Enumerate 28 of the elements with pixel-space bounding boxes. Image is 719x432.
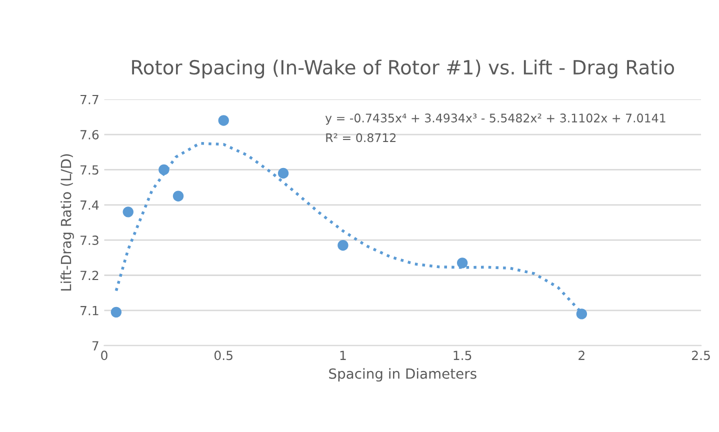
point — [110, 306, 122, 318]
y-tick-label: 7.6 — [80, 130, 99, 140]
point — [576, 308, 588, 320]
x-tick-label: 0 — [101, 350, 108, 360]
point — [338, 240, 348, 251]
point — [278, 168, 289, 179]
y-tick-label: 7.4 — [80, 200, 99, 210]
y-tick-label: 7 — [92, 341, 98, 350]
x-tick-label: 1 — [340, 350, 346, 360]
chart-title: Rotor Spacing (In-Wake of Rotor #1) vs. Lift - Drag Ratio — [132, 60, 674, 78]
y-axis-title: Lift-Drag Ratio (L/D) — [60, 154, 74, 291]
point — [172, 190, 184, 202]
point — [158, 164, 170, 176]
annotation: y = -0.7435x⁴ + 3.4934x³ - 5.5482x² + 3.1102x + 7.0141 — [325, 114, 666, 125]
x-tick-label: 1.5 — [454, 350, 472, 360]
x-tick-label: 2.5 — [692, 350, 710, 360]
annotation: R² = 0.8712 — [326, 133, 396, 142]
y-tick-label: 7.3 — [80, 236, 98, 245]
x-tick-label: 0.5 — [214, 350, 232, 360]
y-tick-label: 7.1 — [80, 306, 98, 316]
x-tick-label: 2 — [578, 350, 584, 360]
point — [456, 258, 468, 268]
point — [218, 115, 229, 126]
point — [122, 206, 134, 218]
x-axis-title: Spacing in Diameters — [329, 368, 476, 382]
y-tick-label: 7.2 — [80, 270, 98, 280]
y-tick-label: 7.5 — [80, 165, 98, 175]
y-tick-label: 7.7 — [80, 94, 98, 104]
